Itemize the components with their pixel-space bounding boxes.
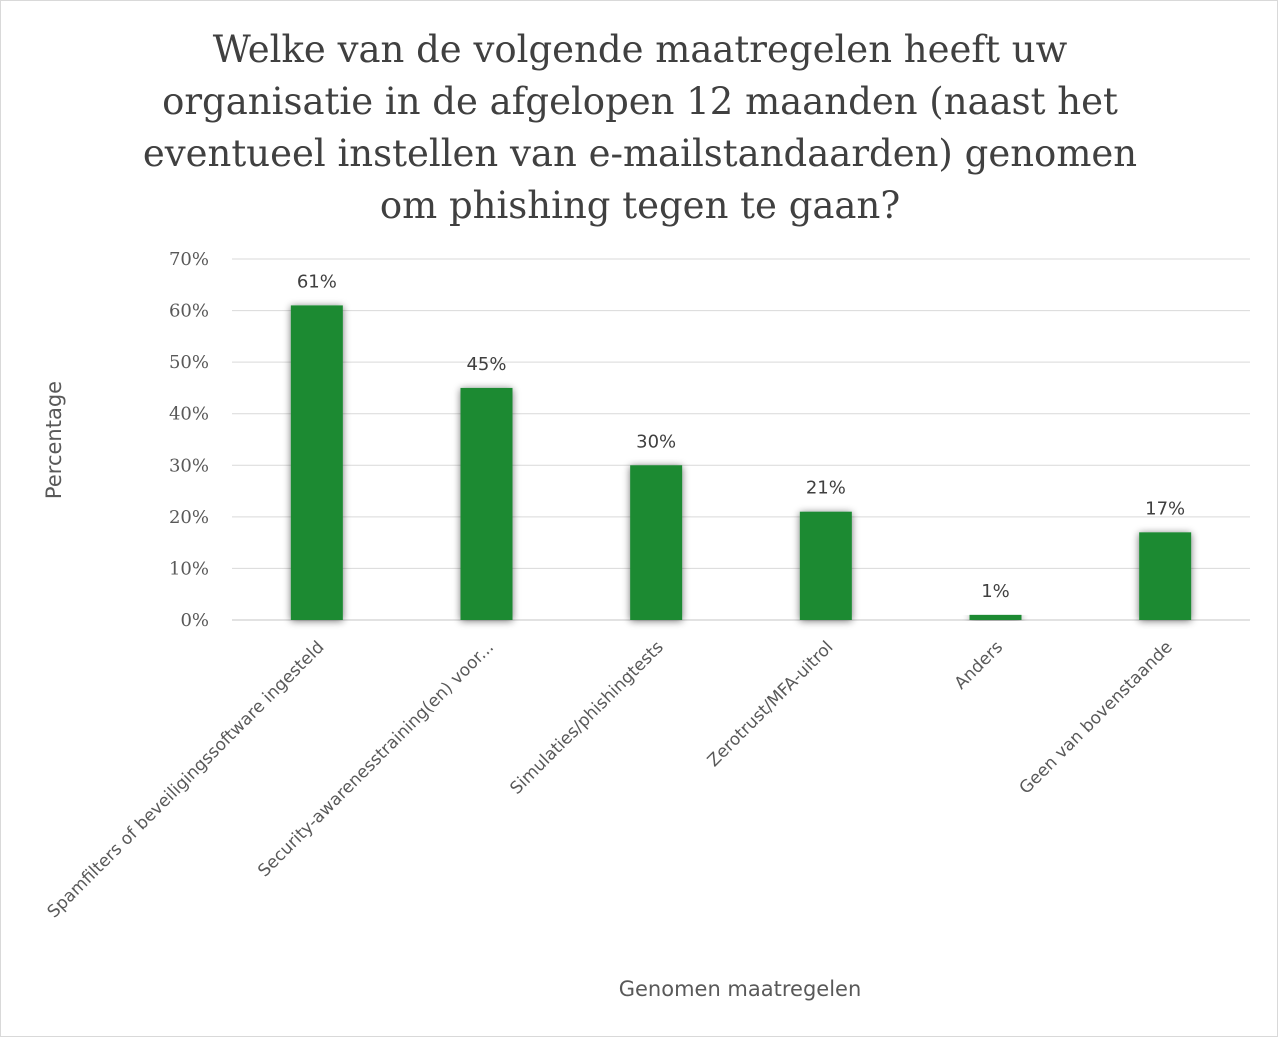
bars — [290, 305, 1192, 620]
y-tick-label: 20% — [169, 507, 209, 528]
data-label: 1% — [981, 581, 1010, 602]
data-label: 17% — [1145, 498, 1185, 519]
bar — [1139, 532, 1192, 620]
x-tick-label: Anders — [951, 637, 1007, 693]
x-tick-label: Geen van bovenstaande — [1016, 637, 1177, 798]
chart-title-line: om phishing tegen te gaan? — [379, 184, 901, 227]
bar — [799, 511, 852, 620]
bar — [630, 465, 683, 620]
data-label: 61% — [297, 271, 337, 292]
data-label: 30% — [636, 431, 676, 452]
x-axis-title: Genomen maatregelen — [619, 977, 862, 1001]
data-label: 21% — [806, 478, 846, 499]
x-tick-label: Spamfilters of beveiligingssoftware inge… — [44, 637, 329, 922]
chart-title-line: Welke van de volgende maatregelen heeft … — [212, 28, 1068, 71]
y-tick-label: 60% — [169, 301, 209, 322]
y-tick-label: 50% — [169, 352, 209, 373]
x-tick-label: Zerotrust/MFA-uitrol — [704, 637, 838, 771]
x-tick-label: Simulaties/phishingtests — [506, 637, 667, 798]
data-label: 45% — [466, 354, 506, 375]
y-tick-label: 10% — [169, 558, 209, 579]
y-tick-label: 30% — [169, 455, 209, 476]
bar — [460, 387, 513, 620]
gridlines — [232, 258, 1250, 621]
chart-title: Welke van de volgende maatregelen heeft … — [140, 24, 1140, 232]
labels: 0% 10% 20% 30% 40% 50% 60% 70% 61% Spamfilters of… — [44, 249, 1186, 922]
y-tick-label: 70% — [169, 249, 209, 270]
y-axis-title: Percentage — [42, 381, 66, 499]
y-tick-label: 40% — [169, 404, 209, 425]
chart-title-line: eventueel instellen van e-mailstandaarde… — [142, 132, 1138, 175]
bar — [290, 305, 343, 620]
bar — [969, 614, 1022, 620]
chart-title-line: organisatie in de afgelopen 12 maanden (… — [162, 80, 1118, 123]
y-tick-label: 0% — [180, 610, 209, 631]
